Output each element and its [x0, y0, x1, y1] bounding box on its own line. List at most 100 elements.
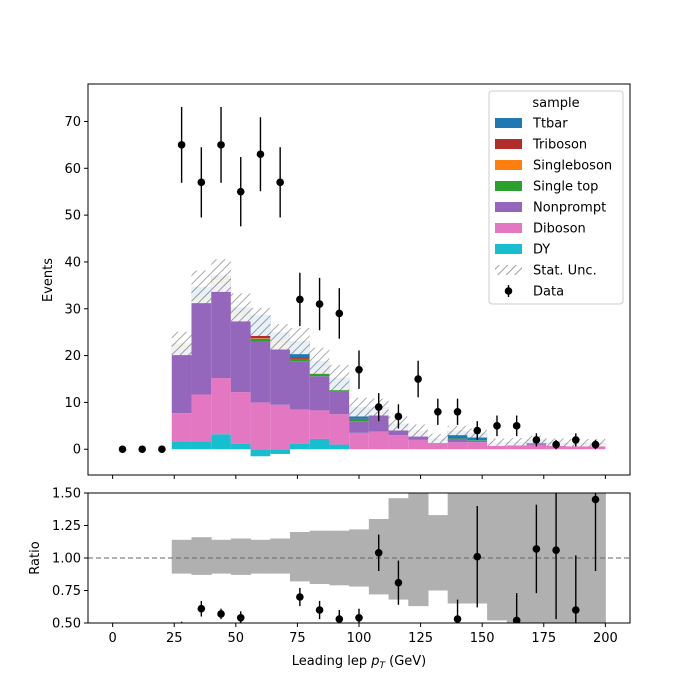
data-point — [335, 309, 344, 318]
data-point — [512, 422, 521, 430]
x-tick-label: 0 — [108, 631, 116, 646]
stacked-bars — [171, 275, 606, 457]
y-tick-label: 40 — [64, 255, 81, 270]
bar-single-top — [349, 419, 369, 422]
bar-nonprompt — [329, 391, 350, 415]
bar-nonprompt — [230, 317, 251, 393]
legend-entry: Single top — [495, 180, 598, 195]
legend-entry: Singleboson — [495, 159, 612, 174]
ratio-unc-bin — [191, 537, 212, 575]
data-point — [197, 178, 206, 187]
legend-title: sample — [532, 96, 579, 111]
ratio-point — [355, 614, 363, 622]
stat-unc-bin — [250, 307, 271, 336]
bar-dy — [191, 441, 212, 450]
main-panel: 0 10 20 30 40 50 60 70 Events sample Ttbar Tribo… — [41, 83, 631, 479]
legend-entry: Data — [504, 285, 564, 300]
data-point — [434, 407, 442, 416]
legend-marker — [504, 287, 513, 295]
ratio-point — [394, 578, 403, 587]
bar-diboson — [329, 414, 350, 445]
bar-diboson — [349, 432, 369, 450]
legend: sample Ttbar Triboson Singleboson Single to… — [488, 90, 624, 305]
main-x-axis-ticks — [112, 475, 606, 479]
ratio-point — [374, 549, 383, 557]
ratio-y-tick-label: 0.50 — [52, 617, 81, 632]
ratio-unc-bin — [447, 493, 468, 604]
ratio-point — [453, 615, 462, 623]
bar-diboson — [487, 444, 507, 450]
legend-label: Ttbar — [532, 117, 568, 132]
data-point — [453, 407, 462, 416]
bar-nonprompt — [191, 300, 212, 395]
bar-dy — [290, 443, 310, 450]
bar-dy — [309, 438, 330, 450]
x-tick-label: 175 — [531, 631, 556, 646]
ratio-y-axis-label: Ratio — [28, 541, 43, 574]
bar-single-top — [250, 338, 271, 342]
ratio-y-tick-label: 1.25 — [52, 519, 81, 534]
x-tick-label: 100 — [347, 631, 372, 646]
bar-diboson — [191, 394, 212, 442]
legend-label: Single top — [533, 180, 598, 195]
y-tick-label: 60 — [64, 162, 81, 177]
ratio-unc-band — [171, 493, 606, 623]
x-tick-label: 75 — [289, 631, 306, 646]
legend-label: Stat. Unc. — [533, 264, 597, 279]
bar-triboson — [290, 357, 310, 359]
legend-entry: Nonprompt — [495, 201, 606, 216]
ratio-point — [217, 610, 225, 618]
ratio-panel: 0.50 0.75 1.00 1.25 1.50 0 25 50 75 100 125 150 175… — [28, 487, 631, 671]
data-point — [394, 412, 403, 421]
bar-diboson — [467, 442, 488, 450]
ratio-unc-bin — [230, 538, 252, 575]
data-point — [552, 440, 560, 449]
data-point — [177, 141, 186, 149]
data-point — [138, 445, 146, 454]
ratio-y-tick-label: 1.00 — [52, 552, 81, 567]
y-tick-label: 10 — [64, 396, 81, 411]
bar-nonprompt — [270, 346, 291, 405]
bar-dy — [230, 443, 251, 450]
legend-frame — [488, 90, 624, 305]
y-tick-label: 0 — [73, 443, 81, 458]
ratio-unc-bin — [250, 539, 271, 574]
legend-label: Nonprompt — [533, 201, 606, 216]
data-point — [158, 445, 166, 454]
stat-unc-bin — [309, 347, 330, 374]
bar-dy — [270, 449, 291, 454]
bar-diboson — [230, 392, 251, 444]
ratio-unc-bin — [427, 515, 449, 591]
data-point — [532, 436, 541, 444]
x-axis-label: Leading lep pT (GeV) — [292, 654, 426, 671]
y-tick-label: 50 — [64, 209, 81, 224]
bar-diboson — [447, 442, 468, 450]
bar-diboson — [211, 378, 231, 435]
bar-diboson — [270, 404, 291, 450]
legend-swatch — [495, 223, 522, 233]
legend-label: Triboson — [532, 138, 587, 153]
data-point — [414, 375, 422, 383]
legend-entry: Ttbar — [495, 117, 568, 132]
ratio-plot-area — [88, 493, 630, 623]
main-plot-area — [118, 106, 606, 457]
ratio-point — [512, 616, 521, 623]
stat-unc-bin — [349, 397, 369, 417]
legend-label: DY — [533, 243, 550, 258]
stat-unc-bin — [270, 324, 291, 350]
stat-unc-bin — [487, 438, 507, 446]
ratio-y-axis: 0.50 0.75 1.00 1.25 1.50 — [52, 487, 88, 632]
y-tick-label: 30 — [64, 302, 81, 317]
bar-nonprompt — [467, 440, 488, 443]
data-points — [118, 106, 600, 454]
ratio-point — [473, 552, 482, 561]
ratio-point — [532, 545, 541, 553]
stat-unc-bin — [191, 270, 212, 304]
ratio-points — [180, 493, 600, 623]
data-point — [256, 150, 265, 159]
legend-label: Data — [533, 285, 564, 300]
legend-swatch — [495, 118, 522, 128]
data-point — [315, 300, 324, 308]
ratio-point — [315, 606, 324, 614]
